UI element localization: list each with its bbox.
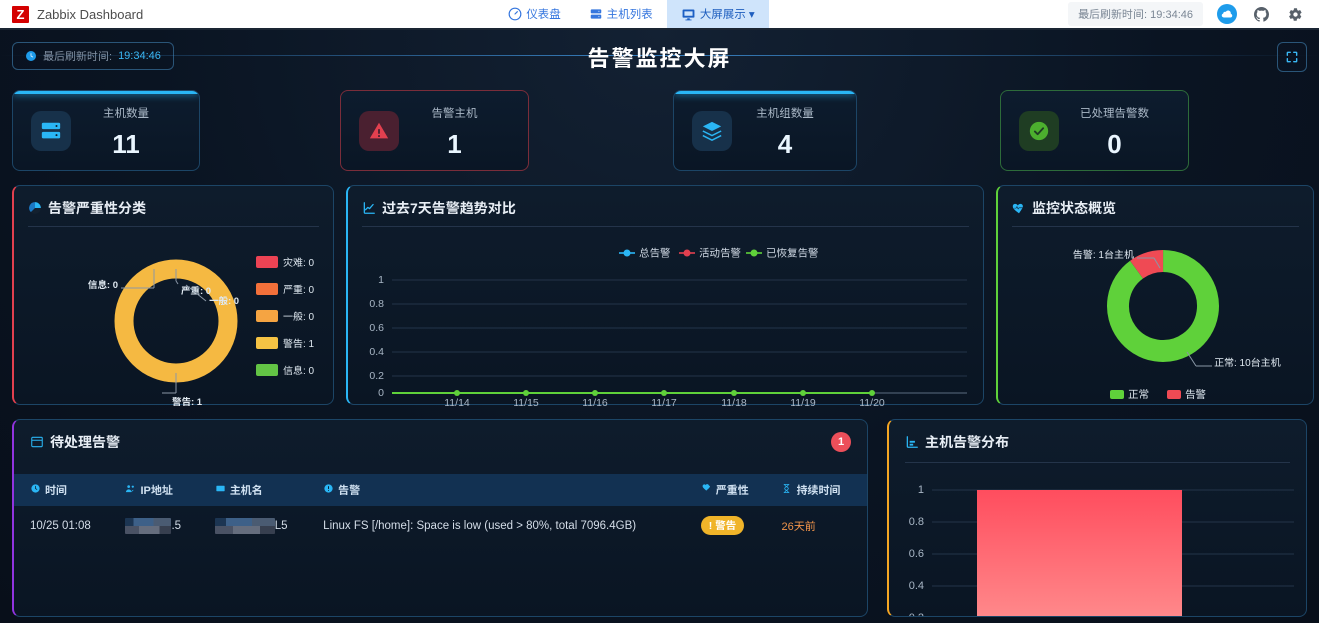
svg-text:灾难: 0: 灾难: 0 xyxy=(283,257,315,269)
svg-text:0.6: 0.6 xyxy=(369,322,384,334)
svg-text:已恢复告警: 已恢复告警 xyxy=(766,247,819,260)
svg-text:警告: 1: 警告: 1 xyxy=(172,396,203,408)
svg-text:一般: 0: 一般: 0 xyxy=(283,311,315,323)
svg-text:正常: 正常 xyxy=(1128,389,1149,401)
svg-text:信息: 0: 信息: 0 xyxy=(88,279,118,291)
svg-text:11/16: 11/16 xyxy=(582,397,608,408)
svg-text:一般: 0: 一般: 0 xyxy=(209,295,239,307)
svg-text:严重: 0: 严重: 0 xyxy=(181,285,211,297)
svg-text:11/15: 11/15 xyxy=(513,397,539,408)
svg-text:11/17: 11/17 xyxy=(651,397,677,408)
svg-text:11/19: 11/19 xyxy=(790,397,816,408)
svg-text:0.4: 0.4 xyxy=(909,580,924,592)
svg-text:信息: 0: 信息: 0 xyxy=(283,365,315,377)
svg-text:11/14: 11/14 xyxy=(444,397,470,408)
svg-text:0.8: 0.8 xyxy=(369,298,384,310)
svg-text:活动告警: 活动告警 xyxy=(699,248,741,260)
svg-text:0.2: 0.2 xyxy=(909,612,924,617)
svg-text:11/20: 11/20 xyxy=(859,397,885,408)
svg-text:0.2: 0.2 xyxy=(369,370,384,382)
svg-text:告警: 告警 xyxy=(1185,389,1207,401)
svg-text:0.6: 0.6 xyxy=(909,548,924,560)
svg-text:0.4: 0.4 xyxy=(369,346,384,358)
svg-text:总告警: 总告警 xyxy=(639,248,671,260)
svg-text:1: 1 xyxy=(378,274,384,286)
svg-text:11/18: 11/18 xyxy=(721,397,747,408)
svg-text:告警: 1台主机: 告警: 1台主机 xyxy=(1073,249,1134,261)
svg-text:严重: 0: 严重: 0 xyxy=(283,284,315,296)
svg-text:0.8: 0.8 xyxy=(909,516,924,528)
svg-text:正常: 10台主机: 正常: 10台主机 xyxy=(1214,357,1281,369)
svg-text:警告: 1: 警告: 1 xyxy=(283,338,315,350)
svg-text:1: 1 xyxy=(918,484,924,496)
svg-text:0: 0 xyxy=(378,387,384,399)
